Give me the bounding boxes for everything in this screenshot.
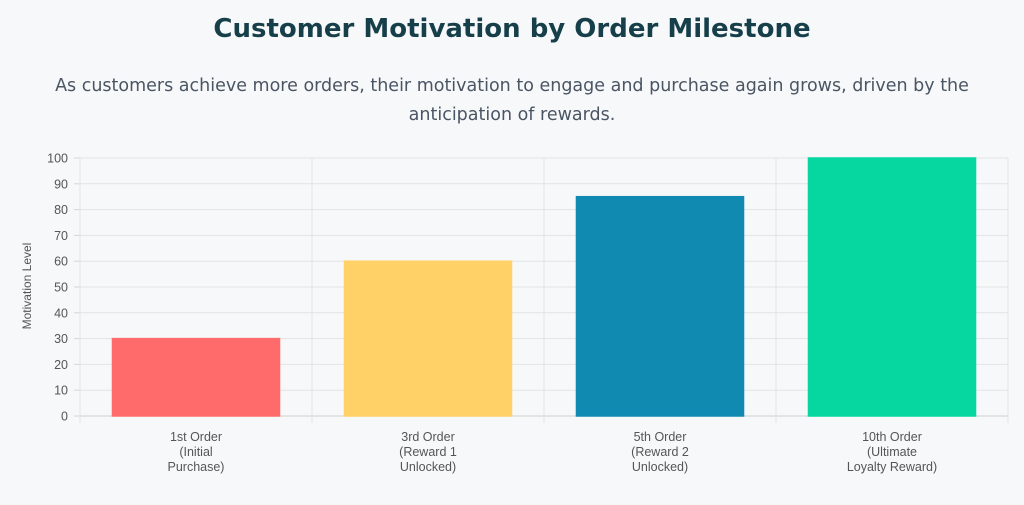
x-tick-label: (Initial bbox=[179, 445, 212, 459]
x-tick-label: 3rd Order bbox=[401, 430, 455, 444]
y-tick-labels: 0 10 20 30 40 50 60 70 80 90 100 bbox=[47, 152, 68, 424]
x-tick-label: 5th Order bbox=[634, 430, 687, 444]
y-tick-label: 10 bbox=[54, 384, 68, 398]
x-tick-label: Loyalty Reward) bbox=[847, 460, 937, 474]
bar bbox=[807, 157, 977, 417]
bar bbox=[343, 260, 513, 417]
x-tick-label: 10th Order bbox=[862, 430, 922, 444]
x-tick-label: (Reward 1 bbox=[399, 445, 457, 459]
y-tick-label: 40 bbox=[54, 306, 68, 320]
y-tick-label: 50 bbox=[54, 281, 68, 295]
x-tick-label: Unlocked) bbox=[400, 460, 456, 474]
y-tick-label: 60 bbox=[54, 255, 68, 269]
y-tick-label: 90 bbox=[54, 177, 68, 191]
chart-subtitle: As customers achieve more orders, their … bbox=[55, 76, 969, 125]
y-tick-label: 0 bbox=[61, 410, 68, 424]
bars bbox=[111, 157, 977, 417]
x-tick-label: Purchase) bbox=[168, 460, 225, 474]
x-tick-label: (Reward 2 bbox=[631, 445, 689, 459]
y-tick-label: 30 bbox=[54, 332, 68, 346]
bar bbox=[575, 195, 745, 417]
x-tick-label: 1st Order bbox=[170, 430, 222, 444]
chart-title: Customer Motivation by Order Milestone bbox=[213, 14, 811, 44]
y-tick-label: 20 bbox=[54, 358, 68, 372]
x-tick-label: (Ultimate bbox=[867, 445, 917, 459]
y-tick-label: 100 bbox=[47, 152, 68, 166]
x-tick-label: Unlocked) bbox=[632, 460, 688, 474]
y-axis-title: Motivation Level bbox=[20, 243, 34, 330]
y-tick-label: 70 bbox=[54, 229, 68, 243]
bar bbox=[111, 337, 281, 417]
y-tick-label: 80 bbox=[54, 203, 68, 217]
